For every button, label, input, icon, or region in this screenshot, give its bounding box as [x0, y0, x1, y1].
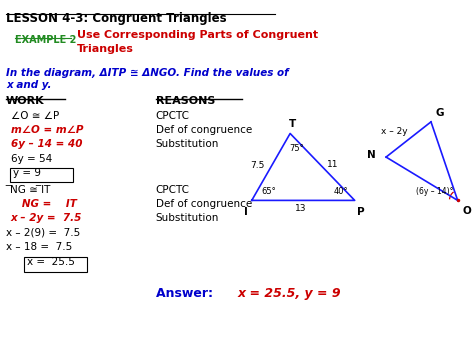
Text: x – 2(9) =  7.5: x – 2(9) = 7.5	[6, 228, 80, 237]
Text: Answer:: Answer:	[156, 287, 217, 300]
Text: 11: 11	[327, 160, 338, 169]
Text: Use Corresponding Parts of Congruent
Triangles: Use Corresponding Parts of Congruent Tri…	[77, 30, 319, 54]
Text: T: T	[289, 119, 296, 129]
Text: In the diagram, ΔITP ≅ ΔNGO. Find the values of: In the diagram, ΔITP ≅ ΔNGO. Find the va…	[6, 67, 289, 78]
Text: x =  25.5: x = 25.5	[27, 257, 75, 267]
Text: Substitution: Substitution	[156, 140, 219, 149]
Text: CPCTC: CPCTC	[156, 111, 190, 121]
Text: Def of congruence: Def of congruence	[156, 125, 252, 135]
Text: Def of congruence: Def of congruence	[156, 200, 252, 209]
Text: NG =    IT: NG = IT	[11, 200, 77, 209]
Text: I: I	[244, 207, 248, 218]
Text: 7.5: 7.5	[251, 161, 265, 170]
Text: 40°: 40°	[334, 187, 349, 196]
Text: 6y = 54: 6y = 54	[11, 154, 52, 164]
Text: x – 18 =  7.5: x – 18 = 7.5	[6, 242, 73, 252]
Text: (6y – 14)°: (6y – 14)°	[416, 187, 453, 196]
Text: x = 25.5, y = 9: x = 25.5, y = 9	[238, 287, 341, 300]
Text: P: P	[356, 207, 364, 218]
Text: ∠O ≅ ∠P: ∠O ≅ ∠P	[11, 111, 59, 121]
Text: x – 2y: x – 2y	[381, 127, 408, 136]
Text: 65°: 65°	[261, 187, 276, 196]
Text: EXAMPLE 2: EXAMPLE 2	[16, 35, 77, 45]
Text: WORK: WORK	[6, 97, 45, 106]
Text: LESSON 4-3: Congruent Triangles: LESSON 4-3: Congruent Triangles	[6, 12, 227, 25]
Text: N: N	[367, 150, 376, 160]
Text: CPCTC: CPCTC	[156, 185, 190, 195]
Text: Substitution: Substitution	[156, 213, 219, 223]
Text: REASONS: REASONS	[156, 97, 215, 106]
Text: y = 9: y = 9	[13, 168, 41, 178]
Text: G: G	[436, 108, 444, 118]
Text: x and y.: x and y.	[6, 80, 52, 90]
Text: 75°: 75°	[289, 144, 304, 153]
Text: 6y – 14 = 40: 6y – 14 = 40	[11, 140, 82, 149]
Text: 13: 13	[295, 204, 307, 213]
Text: m∠O = m∠P: m∠O = m∠P	[11, 125, 83, 135]
Text: x – 2y =  7.5: x – 2y = 7.5	[11, 213, 82, 223]
Text: ̅NG ≅ ̅IT: ̅NG ≅ ̅IT	[11, 185, 51, 195]
Text: O: O	[462, 206, 471, 216]
